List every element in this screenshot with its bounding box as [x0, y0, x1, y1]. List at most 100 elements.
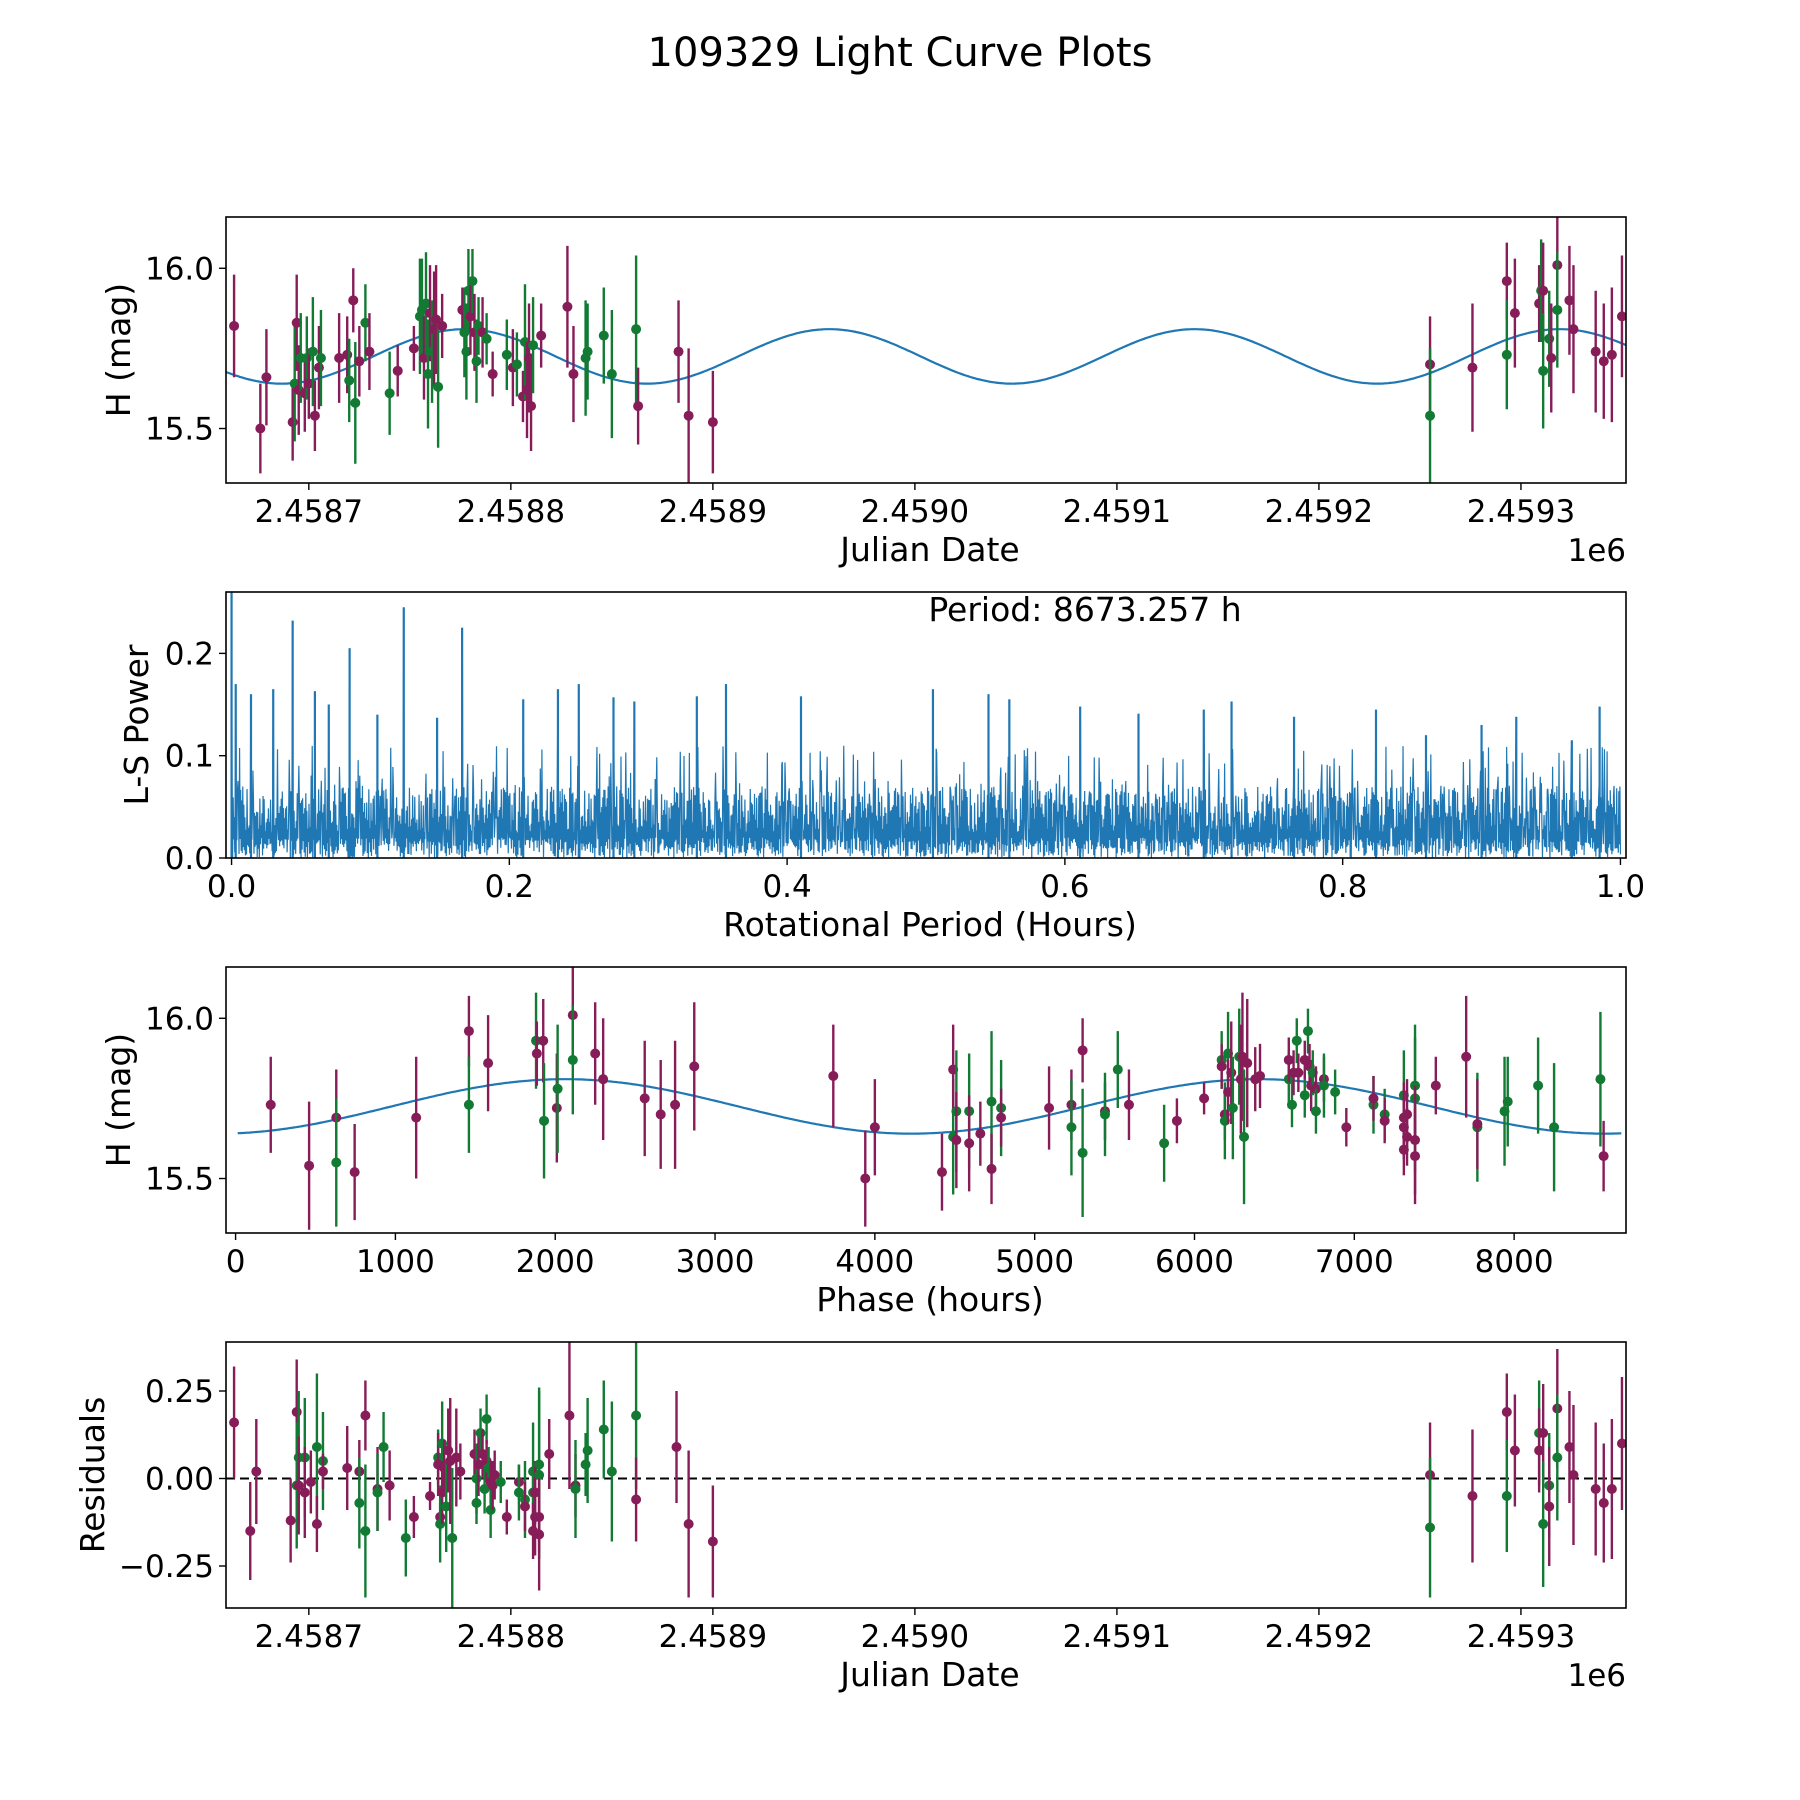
data-marker	[372, 1487, 383, 1498]
residuals-point	[1501, 1440, 1512, 1552]
phased-point	[1549, 1063, 1560, 1192]
phased-point	[1123, 1069, 1134, 1141]
data-marker	[1590, 346, 1601, 357]
x-axis-label: Julian Date	[838, 530, 1020, 569]
residuals-point	[671, 1391, 682, 1503]
lightcurve-point	[471, 319, 482, 403]
x-tick-label: 0.4	[762, 869, 811, 905]
data-marker	[465, 311, 476, 322]
lightcurve-point	[683, 348, 694, 483]
phased-point	[986, 1133, 997, 1205]
x-tick-label: 0.8	[1318, 869, 1367, 905]
data-marker	[334, 353, 345, 364]
phased-point	[1595, 1011, 1606, 1147]
data-marker	[536, 330, 547, 341]
residuals-point	[544, 1419, 555, 1489]
data-marker	[1549, 1122, 1560, 1133]
x-tick-label: 2.4588	[457, 494, 565, 530]
x-tick-label: 2.4593	[1467, 1619, 1575, 1655]
phased-point	[1283, 1037, 1294, 1083]
residuals-point	[317, 1454, 328, 1489]
residuals-point	[489, 1450, 500, 1500]
residuals-point	[683, 1450, 694, 1598]
residuals-point	[580, 1433, 591, 1496]
data-marker	[519, 1501, 530, 1512]
y-axis-label: H (mag)	[99, 283, 138, 417]
lightcurve-point	[408, 325, 419, 371]
lightcurve-point	[528, 297, 539, 394]
x-tick-label: 2.4589	[659, 1619, 767, 1655]
data-marker	[1564, 295, 1575, 306]
phased-plot-area	[237, 967, 1622, 1230]
lightcurve-point	[536, 303, 547, 368]
residuals-point	[479, 1464, 490, 1514]
lightcurve-point	[423, 319, 434, 429]
data-marker	[1330, 1086, 1341, 1097]
phased-point	[670, 1040, 681, 1169]
data-marker	[229, 320, 240, 331]
data-marker	[1318, 1080, 1329, 1091]
lightcurve-point	[1501, 300, 1512, 410]
data-marker	[975, 1128, 986, 1139]
lightcurve-point	[360, 284, 371, 362]
data-marker	[255, 423, 266, 434]
data-marker	[467, 276, 478, 287]
data-marker	[683, 1519, 694, 1529]
lightcurve-point	[487, 351, 498, 397]
data-marker	[1425, 410, 1436, 421]
data-marker	[291, 317, 302, 328]
data-marker	[524, 353, 535, 364]
y-tick-label: 0.0	[165, 841, 214, 877]
phased-point	[639, 1040, 650, 1157]
data-marker	[534, 1529, 545, 1540]
data-marker	[1430, 1080, 1441, 1091]
data-marker	[964, 1138, 975, 1149]
data-marker	[552, 1083, 563, 1094]
lightcurve-point	[501, 319, 512, 391]
data-marker	[1286, 1099, 1297, 1110]
data-marker	[309, 410, 320, 421]
lightcurve-point	[384, 351, 395, 435]
x-tick-label: 3000	[676, 1244, 755, 1280]
data-marker	[1616, 1438, 1626, 1449]
data-marker	[1501, 1407, 1512, 1417]
data-marker	[1590, 1484, 1601, 1494]
data-marker	[538, 1035, 549, 1046]
lightcurve-point	[364, 313, 375, 391]
residuals-point	[1509, 1394, 1520, 1507]
data-marker	[1509, 308, 1520, 319]
data-marker	[633, 401, 644, 412]
data-marker	[349, 1167, 360, 1178]
data-marker	[531, 1048, 542, 1059]
data-marker	[1226, 1067, 1237, 1078]
data-marker	[671, 1442, 682, 1452]
phased-point	[349, 1124, 360, 1221]
lightcurve-point	[465, 277, 476, 355]
data-marker	[1112, 1064, 1123, 1075]
data-marker	[1255, 1070, 1266, 1081]
y-tick-label: 0.1	[165, 739, 214, 775]
lightcurve-point	[1598, 303, 1609, 419]
x-tick-label: 2.4591	[1063, 494, 1171, 530]
data-marker	[350, 397, 361, 408]
data-marker	[598, 1424, 609, 1435]
residuals-point	[1564, 1391, 1575, 1503]
residuals-point	[372, 1454, 383, 1531]
lightcurve-point	[433, 325, 444, 448]
residuals-point	[305, 1450, 316, 1514]
y-tick-label: 0.00	[145, 1462, 214, 1498]
residuals-point	[513, 1464, 524, 1521]
data-marker	[598, 1074, 609, 1085]
period-annotation: Period: 8673.257 h	[928, 590, 1241, 629]
lightcurve-point	[307, 297, 318, 407]
data-marker	[1501, 1491, 1512, 1501]
x-offset-label: 1e6	[1567, 1658, 1626, 1694]
residuals-point	[473, 1433, 484, 1496]
data-marker	[342, 349, 353, 360]
residuals-frame	[225, 1341, 1627, 1609]
data-marker	[487, 369, 498, 380]
y-tick-label: 0.25	[145, 1374, 214, 1410]
data-marker	[1302, 1026, 1313, 1037]
data-marker	[443, 1445, 454, 1456]
data-marker	[1552, 1452, 1563, 1463]
